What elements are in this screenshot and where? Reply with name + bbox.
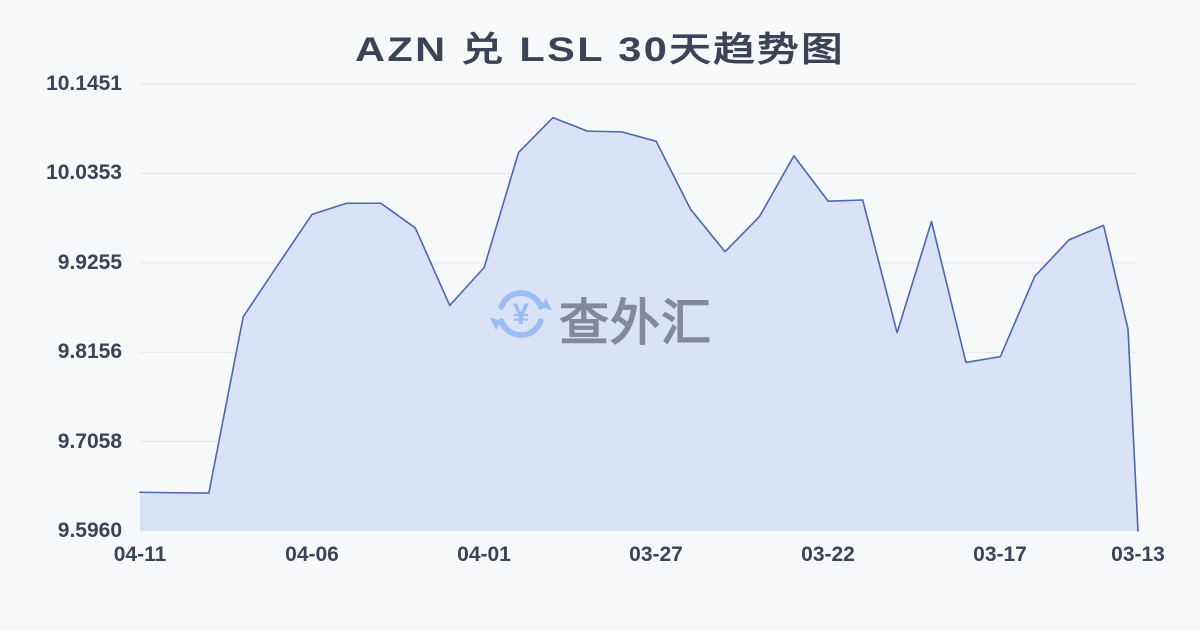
- svg-text:9.8156: 9.8156: [58, 340, 122, 363]
- svg-text:03-22: 03-22: [801, 543, 855, 566]
- svg-text:04-01: 04-01: [457, 543, 511, 566]
- svg-text:04-11: 04-11: [114, 543, 167, 566]
- svg-text:9.7058: 9.7058: [58, 430, 123, 453]
- svg-text:03-13: 03-13: [1111, 543, 1165, 566]
- svg-text:03-27: 03-27: [629, 543, 683, 566]
- svg-text:9.5960: 9.5960: [58, 519, 122, 542]
- svg-text:10.1451: 10.1451: [46, 72, 122, 95]
- svg-text:10.0353: 10.0353: [46, 161, 122, 184]
- svg-text:03-17: 03-17: [973, 543, 1027, 566]
- svg-text:¥: ¥: [513, 298, 530, 331]
- svg-text:9.9255: 9.9255: [58, 251, 123, 274]
- svg-text:04-06: 04-06: [285, 543, 339, 566]
